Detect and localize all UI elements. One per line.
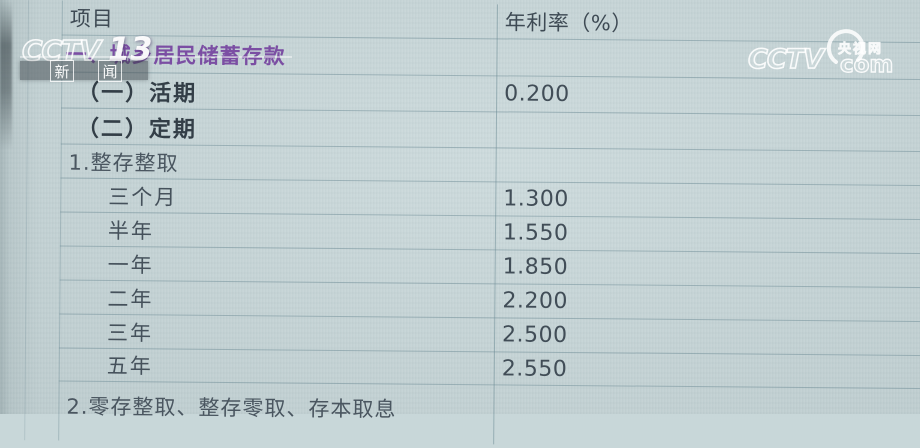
row-value: 1.850 bbox=[503, 250, 569, 284]
row-label: 一年 bbox=[60, 248, 154, 279]
cctv13-news-banner: 新 闻 bbox=[20, 61, 148, 80]
photo-edge-shadow bbox=[0, 0, 12, 150]
row-value: 1.300 bbox=[503, 182, 569, 216]
row-label: 2.零存整取、整存零取、存本取息 bbox=[58, 391, 396, 424]
row-value: 2.500 bbox=[502, 318, 568, 352]
row-label: 三年 bbox=[59, 316, 153, 347]
row-label: 三个月 bbox=[60, 180, 177, 211]
row-label: 半年 bbox=[60, 214, 154, 245]
row-label: 五年 bbox=[59, 350, 153, 381]
row-label: 二年 bbox=[59, 282, 153, 313]
cctv13-news-char: 闻 bbox=[98, 60, 122, 82]
cctvcom-domain: com bbox=[840, 52, 893, 78]
cctv13-news-char: 新 bbox=[50, 60, 74, 82]
row-label: 1.整存整取 bbox=[60, 146, 178, 177]
cctvcom-logo: CCTV 央视网 com bbox=[748, 26, 920, 78]
row-value: 1.550 bbox=[503, 216, 569, 250]
column-header-item: 项目 bbox=[62, 3, 114, 33]
row-value: 2.200 bbox=[502, 284, 568, 318]
cctvcom-wordmark: CCTV bbox=[748, 44, 823, 75]
row-value: 0.200 bbox=[504, 76, 570, 112]
row-label: （二）定期 bbox=[61, 110, 197, 143]
row-value: 2.550 bbox=[502, 352, 568, 385]
cctv13-underline bbox=[20, 56, 292, 58]
column-header-rate: 年利率（%） bbox=[505, 4, 633, 39]
table-row-installment: 2.零存整取、整存零取、存本取息 bbox=[58, 382, 920, 438]
